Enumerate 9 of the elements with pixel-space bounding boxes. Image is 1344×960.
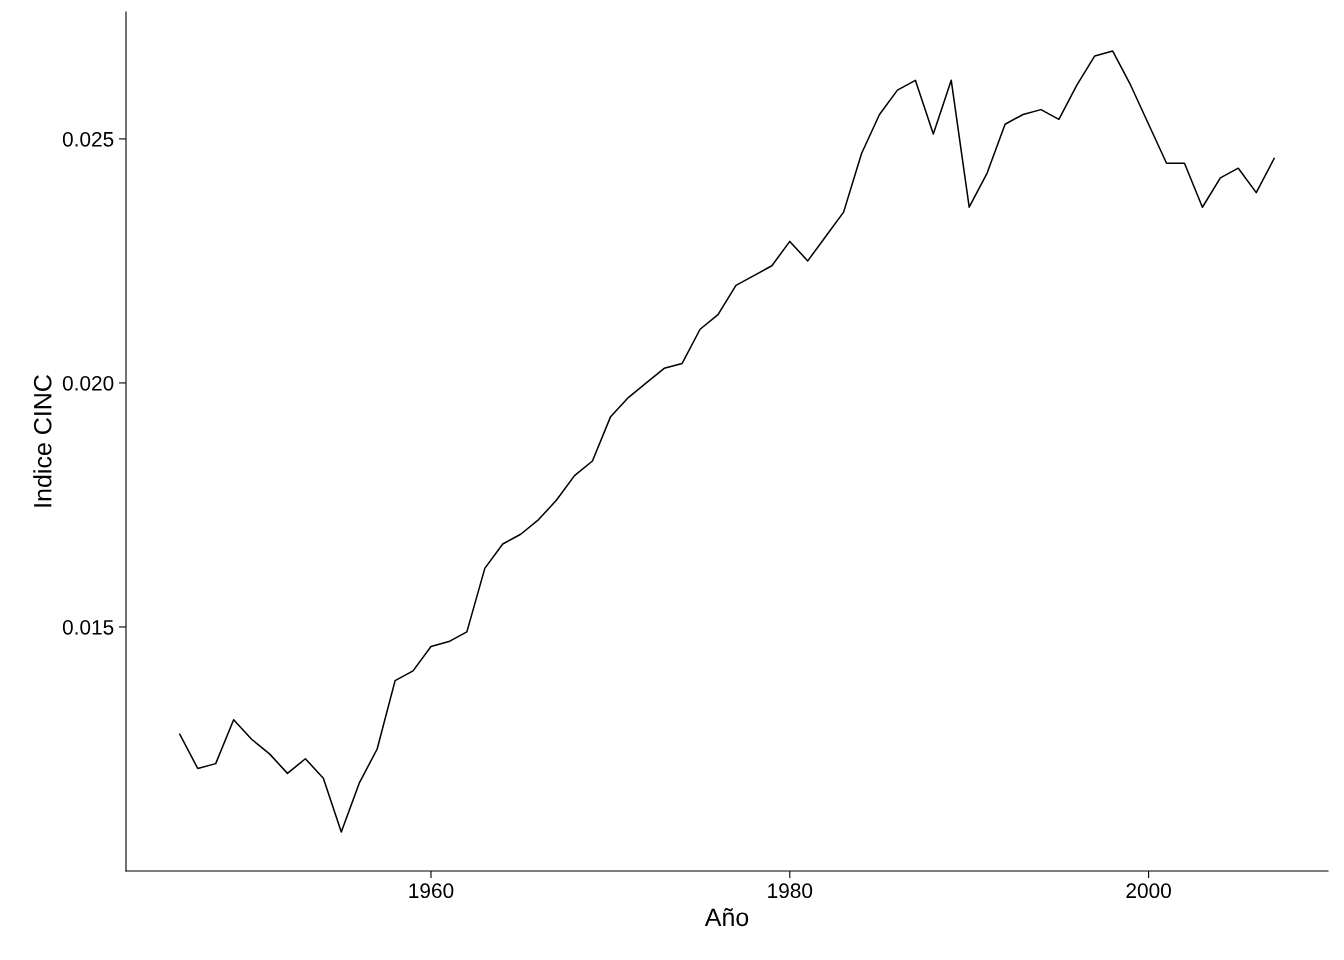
x-tick-label: 1960 bbox=[409, 883, 454, 899]
y-tick-label: 0.015 bbox=[62, 619, 114, 635]
y-tick-label: 0.020 bbox=[62, 375, 114, 391]
x-axis-title: Año bbox=[704, 907, 749, 927]
y-tick-label: 0.025 bbox=[62, 131, 114, 147]
x-tick-label: 1980 bbox=[768, 883, 813, 899]
x-tick-label: 2000 bbox=[1126, 883, 1171, 899]
line-series bbox=[179, 50, 1275, 833]
y-axis-title: Indice CINC bbox=[33, 375, 52, 507]
